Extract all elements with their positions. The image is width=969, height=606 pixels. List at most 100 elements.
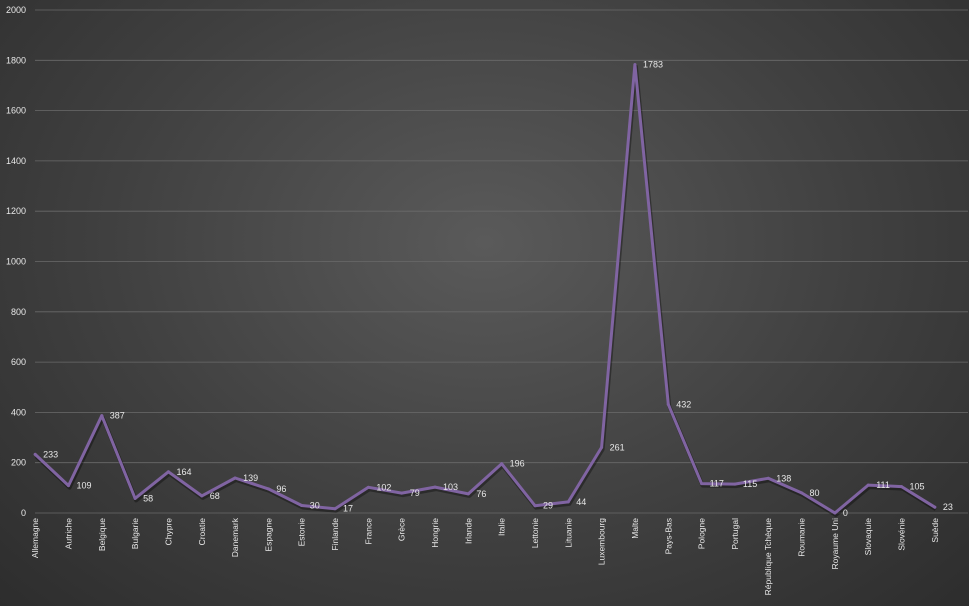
data-point <box>333 507 337 511</box>
y-tick-label: 1800 <box>6 55 26 65</box>
data-label: 76 <box>476 489 486 499</box>
data-label: 164 <box>176 467 191 477</box>
x-tick-label: Estonie <box>297 518 307 547</box>
data-point <box>800 491 804 495</box>
data-point <box>133 496 137 500</box>
x-tick-label: République Tchèque <box>763 518 773 596</box>
x-tick-label: Roumanie <box>797 518 807 557</box>
data-point <box>533 504 537 508</box>
x-tick-label: Grèce <box>397 518 407 541</box>
x-tick-label: Royaume Uni <box>830 518 840 570</box>
data-label: 96 <box>276 484 286 494</box>
y-tick-label: 600 <box>11 357 26 367</box>
data-label: 196 <box>510 459 525 469</box>
x-tick-label: Pologne <box>697 518 707 549</box>
data-point <box>166 470 170 474</box>
data-point <box>666 402 670 406</box>
data-label: 432 <box>676 399 691 409</box>
x-tick-label: Espagne <box>263 518 273 552</box>
data-point <box>233 476 237 480</box>
y-tick-label: 1000 <box>6 257 26 267</box>
data-point <box>700 482 704 486</box>
data-label: 233 <box>43 449 58 459</box>
x-tick-label: Allemagne <box>30 518 40 558</box>
data-label: 387 <box>110 411 125 421</box>
data-label: 111 <box>876 480 890 490</box>
x-tick-label: Slovaquie <box>863 518 873 556</box>
data-point <box>833 511 837 515</box>
data-label: 0 <box>843 508 848 518</box>
y-tick-label: 200 <box>11 458 26 468</box>
data-label: 115 <box>743 479 757 489</box>
x-tick-label: Italie <box>497 518 507 536</box>
data-labels: 233 109 387 58 164 68 139 96 30 17 102 79 103 76 196 29… <box>43 60 953 518</box>
data-label: 1783 <box>643 60 663 70</box>
data-point <box>733 482 737 486</box>
data-point <box>933 505 937 509</box>
data-point <box>300 503 304 507</box>
y-tick-label: 1200 <box>6 206 26 216</box>
x-tick-label: Croatie <box>197 518 207 546</box>
x-tick-label: Luxembourg <box>597 518 607 566</box>
y-tick-label: 0 <box>21 508 26 518</box>
y-tick-label: 1600 <box>6 106 26 116</box>
x-tick-label: Autriche <box>63 518 73 549</box>
data-point <box>366 485 370 489</box>
x-tick-label: Hongrie <box>430 518 440 548</box>
data-point <box>866 483 870 487</box>
data-label: 261 <box>610 442 625 452</box>
data-label: 17 <box>343 504 353 514</box>
y-tick-label: 800 <box>11 307 26 317</box>
gridlines <box>35 9 968 514</box>
data-label: 138 <box>776 473 791 483</box>
data-label: 103 <box>443 482 458 492</box>
x-tick-label: Danemark <box>230 517 240 557</box>
x-tick-label: Finlande <box>330 518 340 551</box>
data-point <box>500 462 504 466</box>
data-label: 109 <box>76 481 91 491</box>
data-point <box>433 485 437 489</box>
data-point <box>400 491 404 495</box>
data-point <box>66 484 70 488</box>
y-tick-label: 2000 <box>6 5 26 15</box>
x-axis-tick-labels: Allemagne Autriche Belgique Bulgarie Chypre C… <box>30 517 940 595</box>
x-tick-label: Bulgarie <box>130 518 140 549</box>
data-point <box>100 414 104 418</box>
data-label: 139 <box>243 473 258 483</box>
y-tick-label: 1400 <box>6 156 26 166</box>
data-label: 105 <box>910 482 925 492</box>
x-tick-label: France <box>363 518 373 545</box>
data-point <box>466 492 470 496</box>
x-tick-label: Suède <box>930 518 940 543</box>
x-tick-label: Chypre <box>163 518 173 546</box>
x-tick-label: Malte <box>630 518 640 539</box>
data-label: 80 <box>810 488 820 498</box>
data-point <box>766 476 770 480</box>
data-label: 44 <box>576 497 586 507</box>
x-tick-label: Pays-Bas <box>663 518 673 554</box>
y-tick-label: 400 <box>11 407 26 417</box>
x-tick-label: Slovénie <box>897 518 907 551</box>
x-tick-label: Lettonie <box>530 518 540 549</box>
data-label: 102 <box>376 482 391 492</box>
series-line-group <box>33 63 937 517</box>
data-label: 68 <box>210 491 220 501</box>
data-point <box>266 487 270 491</box>
data-point <box>566 500 570 504</box>
data-point <box>200 494 204 498</box>
data-point <box>900 485 904 489</box>
x-tick-label: Belgique <box>97 518 107 551</box>
data-point <box>600 445 604 449</box>
data-label: 58 <box>143 493 153 503</box>
series-line-shadow <box>34 64 937 517</box>
x-tick-label: Portugal <box>730 518 740 550</box>
data-label: 117 <box>710 479 724 489</box>
series-line <box>33 63 937 515</box>
data-point <box>33 452 37 456</box>
y-axis-tick-labels: 0 200 400 600 800 1000 1200 1400 1600 1800 2000 <box>6 5 26 518</box>
data-label: 23 <box>943 502 953 512</box>
data-label: 29 <box>543 501 553 511</box>
x-tick-label: Irlande <box>463 518 473 544</box>
